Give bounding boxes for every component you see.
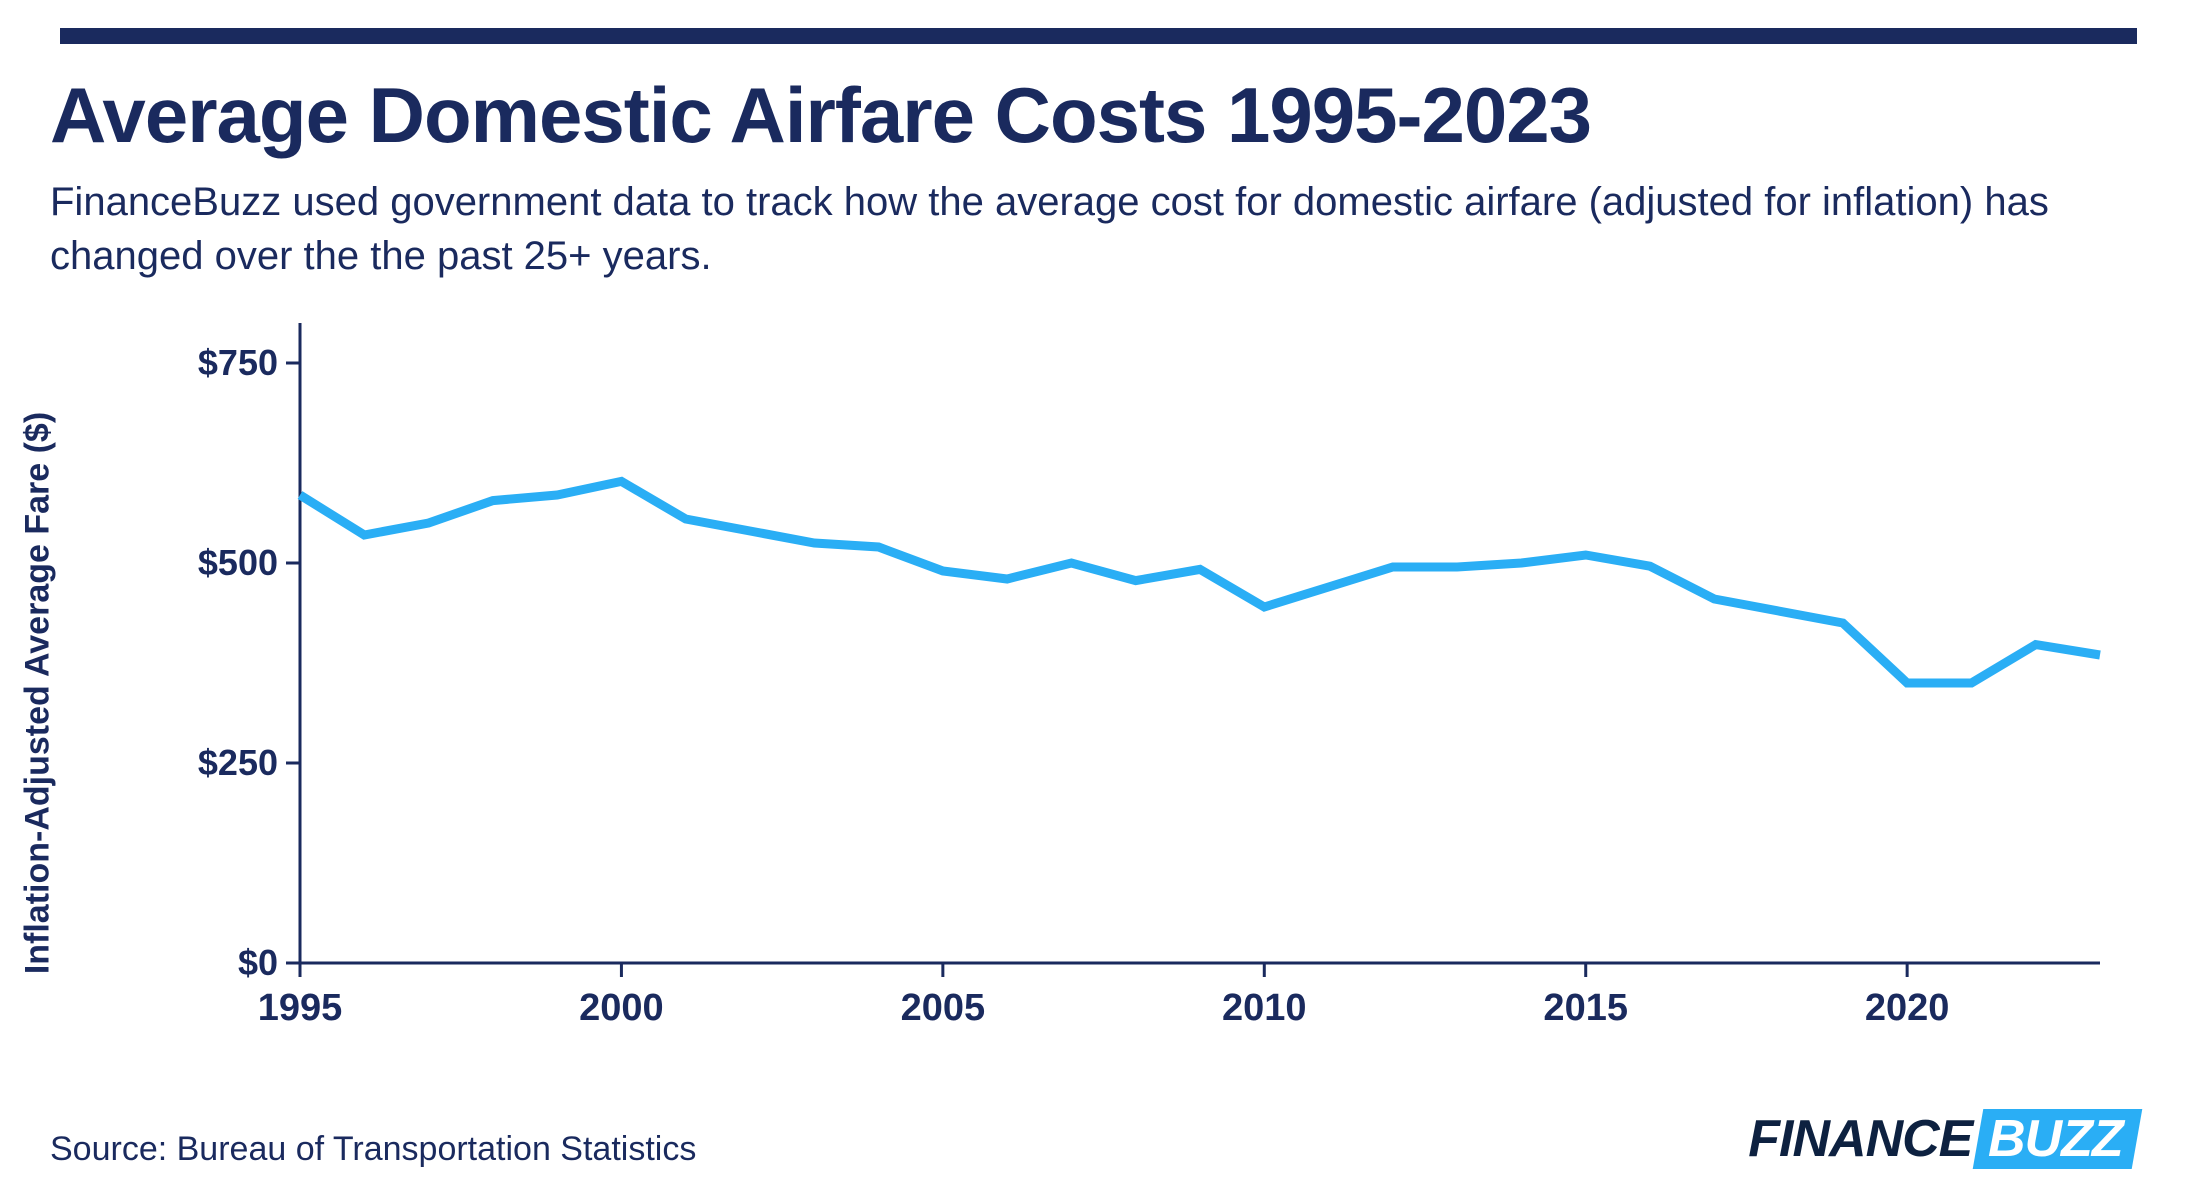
plot-area: $0$250$500$750199520002005201020152020 xyxy=(300,323,2100,963)
y-tick-label: $500 xyxy=(198,542,278,584)
x-tick-label: 2010 xyxy=(1222,987,1307,1030)
y-tick-label: $250 xyxy=(198,742,278,784)
y-axis-label: Inflation-Adjusted Average Fare ($) xyxy=(19,412,58,974)
financebuzz-logo: FINANCE BUZZ xyxy=(1748,1109,2137,1169)
x-tick-label: 2000 xyxy=(579,987,664,1030)
top-rule xyxy=(60,28,2137,44)
chart-svg xyxy=(300,323,2100,963)
logo-buzz-text: BUZZ xyxy=(1973,1109,2142,1169)
chart-title: Average Domestic Airfare Costs 1995-2023 xyxy=(50,70,2137,161)
y-tick-label: $0 xyxy=(238,942,278,984)
page: Average Domestic Airfare Costs 1995-2023… xyxy=(0,0,2187,1203)
chart-subtitle: FinanceBuzz used government data to trac… xyxy=(50,175,2137,283)
logo-finance-text: FINANCE xyxy=(1748,1109,1972,1169)
footer: Source: Bureau of Transportation Statist… xyxy=(50,1109,2137,1169)
source-text: Source: Bureau of Transportation Statist… xyxy=(50,1130,696,1169)
x-tick-label: 2020 xyxy=(1865,987,1950,1030)
x-tick-label: 2015 xyxy=(1543,987,1628,1030)
y-tick-label: $750 xyxy=(198,342,278,384)
x-tick-label: 2005 xyxy=(901,987,986,1030)
chart-area: Inflation-Adjusted Average Fare ($) $0$2… xyxy=(50,323,2130,1063)
x-tick-label: 1995 xyxy=(258,987,343,1030)
